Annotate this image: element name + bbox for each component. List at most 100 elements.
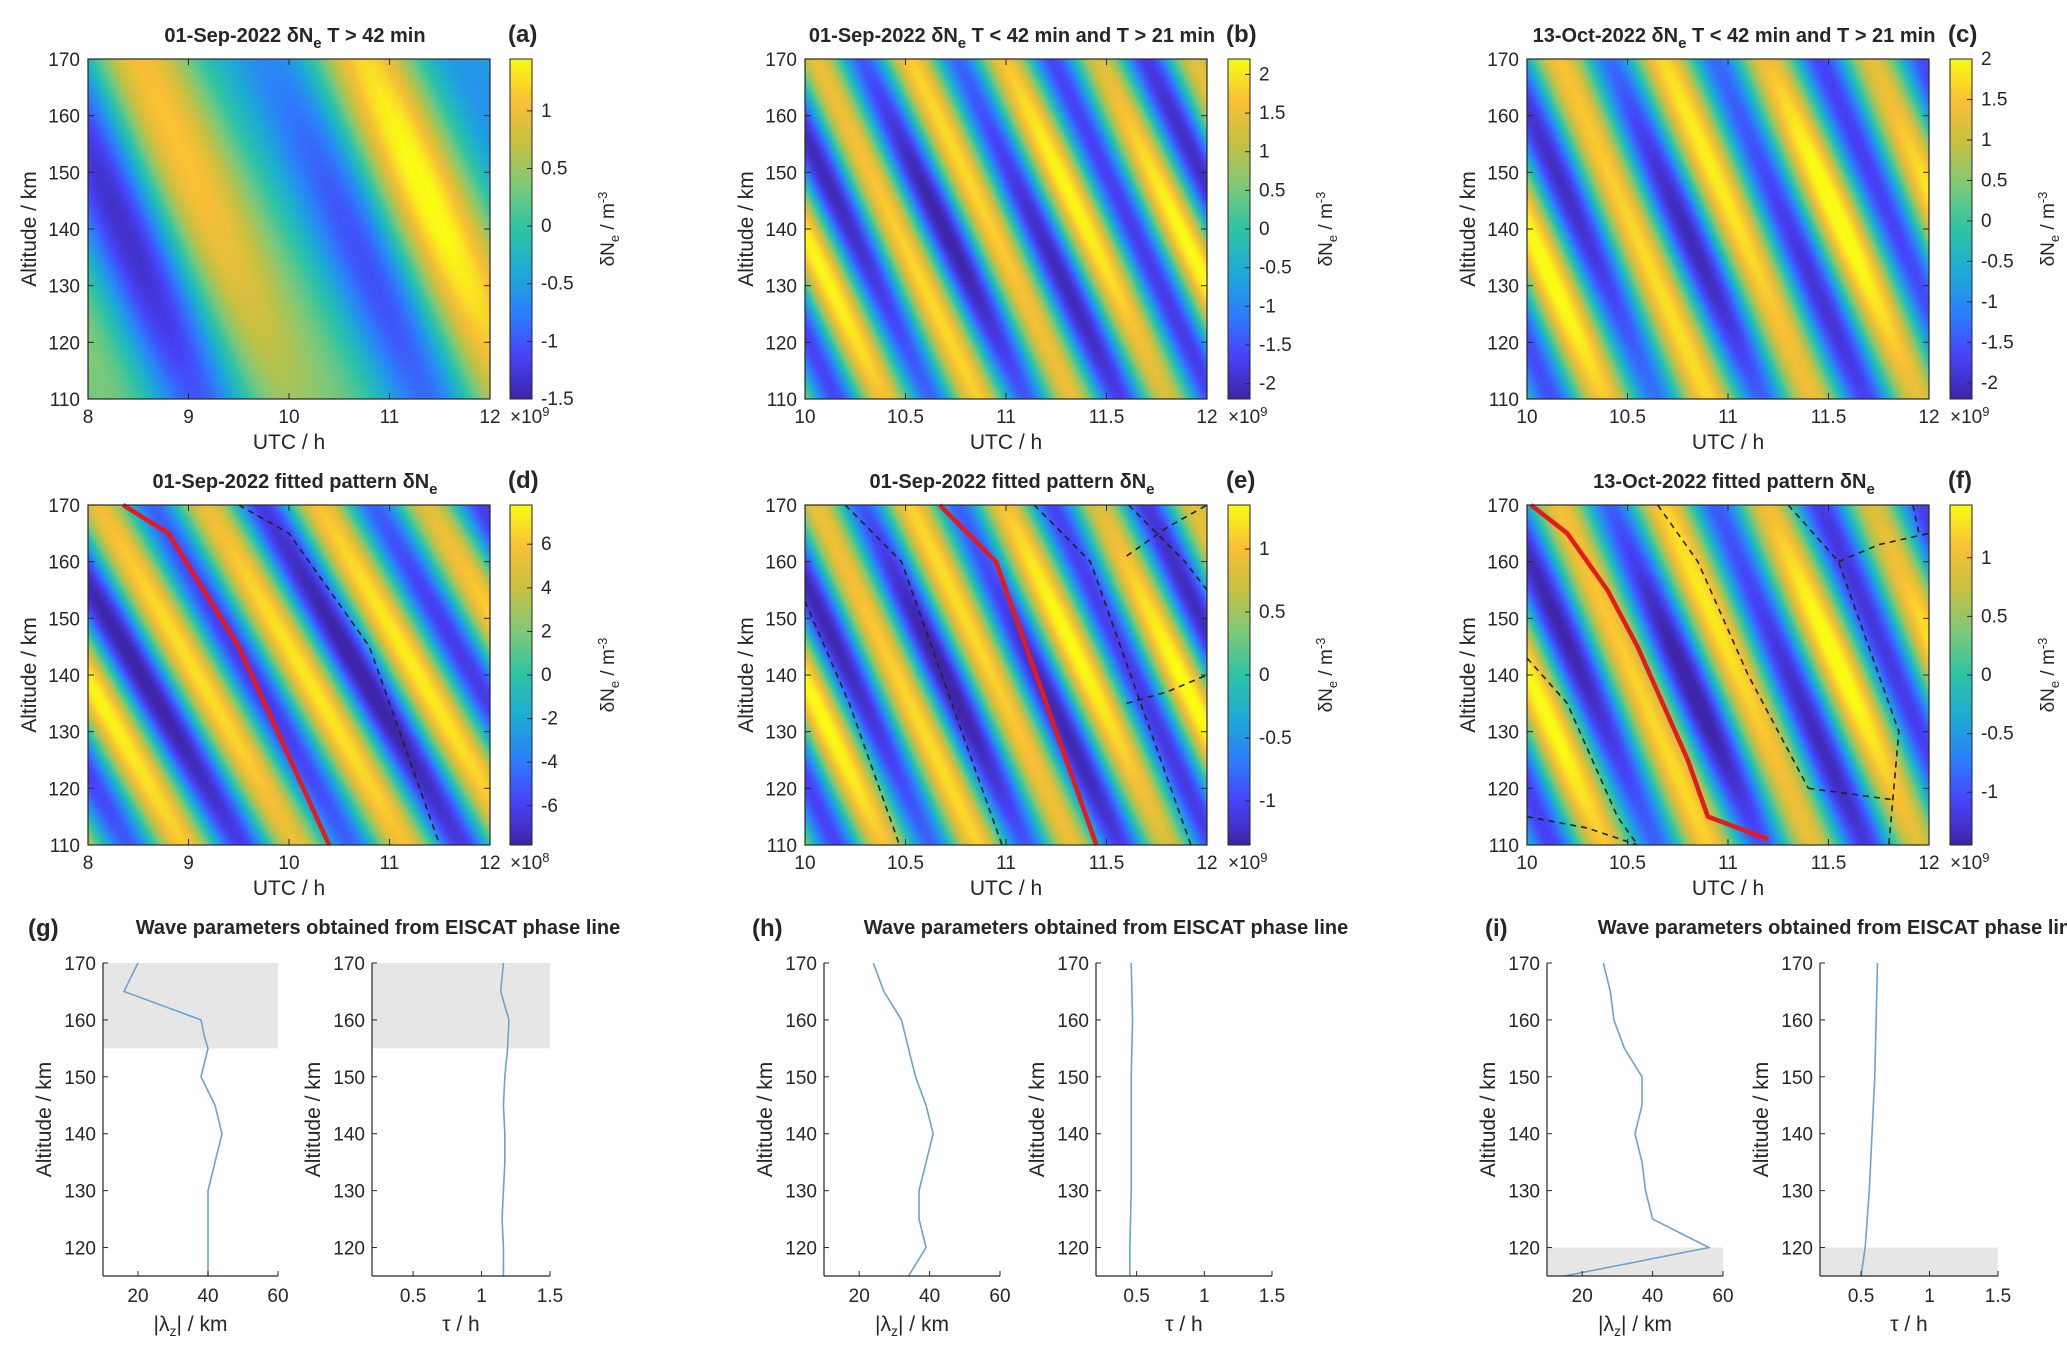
xlabel-subscript: z (891, 1323, 898, 1339)
colorbar-label-part: δN (2038, 242, 2059, 266)
x-tick-label: 12 (479, 853, 500, 874)
colorbar-tick-label: 0.5 (541, 158, 567, 179)
excluded-altitude-band (372, 963, 550, 1049)
y-axis-label: Altitude / km (302, 1062, 325, 1178)
colorbar-multiplier: ×108 (510, 850, 549, 874)
x-tick-label: 10 (1516, 407, 1537, 428)
title-text: T > 42 min (322, 25, 426, 47)
y-axis-label: Altitude / km (18, 617, 41, 733)
y-tick-label: 120 (333, 1239, 365, 1260)
heatmap-field (805, 505, 1207, 845)
x-tick-label: 0.5 (1848, 1286, 1874, 1307)
x-tick-label: 40 (197, 1286, 218, 1307)
y-tick-label: 160 (48, 107, 80, 128)
x-tick-label: 8 (83, 853, 94, 874)
y-tick-label: 130 (48, 277, 80, 298)
y-axis-label: Altitude / km (754, 1062, 777, 1178)
colorbar-label: δNe / m-3 (595, 192, 622, 267)
y-tick-label: 160 (1487, 107, 1519, 128)
panel-d: 8 9 10 11 12 110 120 130 140 150 160 170 UTC / h Alti… (18, 467, 622, 900)
panel-label: (g) (28, 915, 59, 942)
y-tick-label: 150 (765, 609, 797, 630)
title-text: 13-Oct-2022 δN (1533, 25, 1679, 47)
parallel-phase-line (238, 504, 441, 846)
multiplier-base: ×10 (1950, 853, 1982, 874)
colorbar-frame (509, 58, 533, 400)
colorbar-tick-label: 0 (541, 665, 552, 686)
multiplier-base: ×10 (1950, 407, 1982, 428)
y-tick-label: 160 (333, 1011, 365, 1032)
colorbar-label-part: / m (2038, 203, 2059, 235)
x-axis-label: τ / h (1890, 1313, 1927, 1336)
parallel-phase-line (1656, 504, 1810, 789)
x-axis-label: UTC / h (253, 877, 325, 900)
title-text: 01-Sep-2022 δN (809, 25, 958, 47)
xlabel-part: / h (1899, 1313, 1928, 1336)
x-tick-label: 10 (794, 407, 815, 428)
y-tick-label: 170 (1781, 954, 1813, 975)
y-tick-label: 150 (1487, 609, 1519, 630)
colorbar-tick-label: 1 (1981, 548, 1992, 569)
colorbar-gradient (1228, 59, 1250, 399)
colorbar-tick-label: -0.5 (1981, 724, 2014, 745)
xlabel-part: | / km (177, 1313, 228, 1336)
panel-title: 01-Sep-2022 fitted pattern δNe (153, 471, 438, 498)
colorbar-tick-label: -0.5 (541, 274, 574, 295)
panel-label: (c) (1948, 21, 1977, 48)
profile-line (1860, 962, 1879, 1277)
colorbar-label-part: e (1325, 681, 1340, 688)
x-tick-label: 11.5 (1811, 407, 1847, 428)
colorbar-label-part: δN (1316, 242, 1337, 266)
y-tick-label: 110 (767, 836, 797, 857)
colorbar: -1 -0.5 0 0.5 1 ×109 δNe / m-3 (1949, 504, 2062, 874)
x-tick-label: 9 (183, 853, 194, 874)
y-axis-label: Altitude / km (735, 617, 758, 733)
x-tick-label: 12 (1196, 853, 1217, 874)
colorbar-gradient (510, 59, 532, 399)
colorbar-label-part: -3 (2035, 192, 2050, 204)
profile-subplot: 120 130 140 150 160 170 20 40 60 |λz| / km Altitud… (33, 954, 289, 1339)
x-tick-label: 1.5 (1985, 1286, 2011, 1307)
y-tick-label: 120 (1508, 1239, 1540, 1260)
colorbar-label-part: / m (2038, 649, 2059, 681)
y-tick-label: 140 (1781, 1125, 1813, 1146)
title-subscript: e (429, 481, 437, 498)
y-tick-label: 160 (48, 553, 80, 574)
x-tick-label: 20 (849, 1286, 870, 1307)
x-axis-label: UTC / h (253, 431, 325, 454)
y-tick-label: 140 (48, 220, 80, 241)
y-tick-label: 140 (1487, 666, 1519, 687)
y-tick-label: 170 (333, 954, 365, 975)
y-tick-label: 120 (765, 333, 797, 354)
y-tick-label: 170 (765, 50, 797, 71)
x-tick-label: 12 (479, 407, 500, 428)
xlabel-part: |λ (154, 1313, 170, 1336)
profile-subplot: 120 130 140 150 160 170 0.5 1 1.5 τ / h Altitude /… (1026, 954, 1285, 1336)
y-tick-label: 130 (333, 1182, 365, 1203)
y-tick-label: 130 (765, 723, 797, 744)
colorbar-label-part: e (607, 681, 622, 688)
title-text: 01-Sep-2022 δN (164, 25, 313, 47)
title-text: T < 42 min and T > 21 min (966, 25, 1215, 47)
colorbar-label-part: -3 (595, 192, 610, 204)
colorbar-gradient (1950, 505, 1972, 845)
x-tick-label: 10.5 (887, 407, 924, 428)
x-tick-label: 60 (1712, 1286, 1733, 1307)
x-tick-label: 1.5 (537, 1286, 563, 1307)
y-tick-label: 130 (1487, 723, 1519, 744)
panel-label: (b) (1226, 21, 1257, 48)
y-tick-label: 130 (1508, 1182, 1540, 1203)
colorbar-tick-label: 1 (1259, 142, 1270, 163)
y-axis-label: Altitude / km (1750, 1062, 1773, 1178)
profile-line (1129, 962, 1134, 1276)
y-tick-label: 150 (48, 163, 80, 184)
xlabel-part: | / km (1621, 1313, 1672, 1336)
title-text: 13-Oct-2022 fitted pattern δN (1593, 471, 1866, 493)
parallel-phase-line (1126, 504, 1208, 557)
x-tick-label: 0.5 (1123, 1286, 1149, 1307)
xlabel-part: τ (1165, 1313, 1174, 1336)
colorbar-tick-label: 2 (1981, 49, 1992, 70)
colorbar-tick-label: 4 (541, 578, 552, 599)
colorbar-label: δNe / m-3 (2035, 638, 2062, 713)
